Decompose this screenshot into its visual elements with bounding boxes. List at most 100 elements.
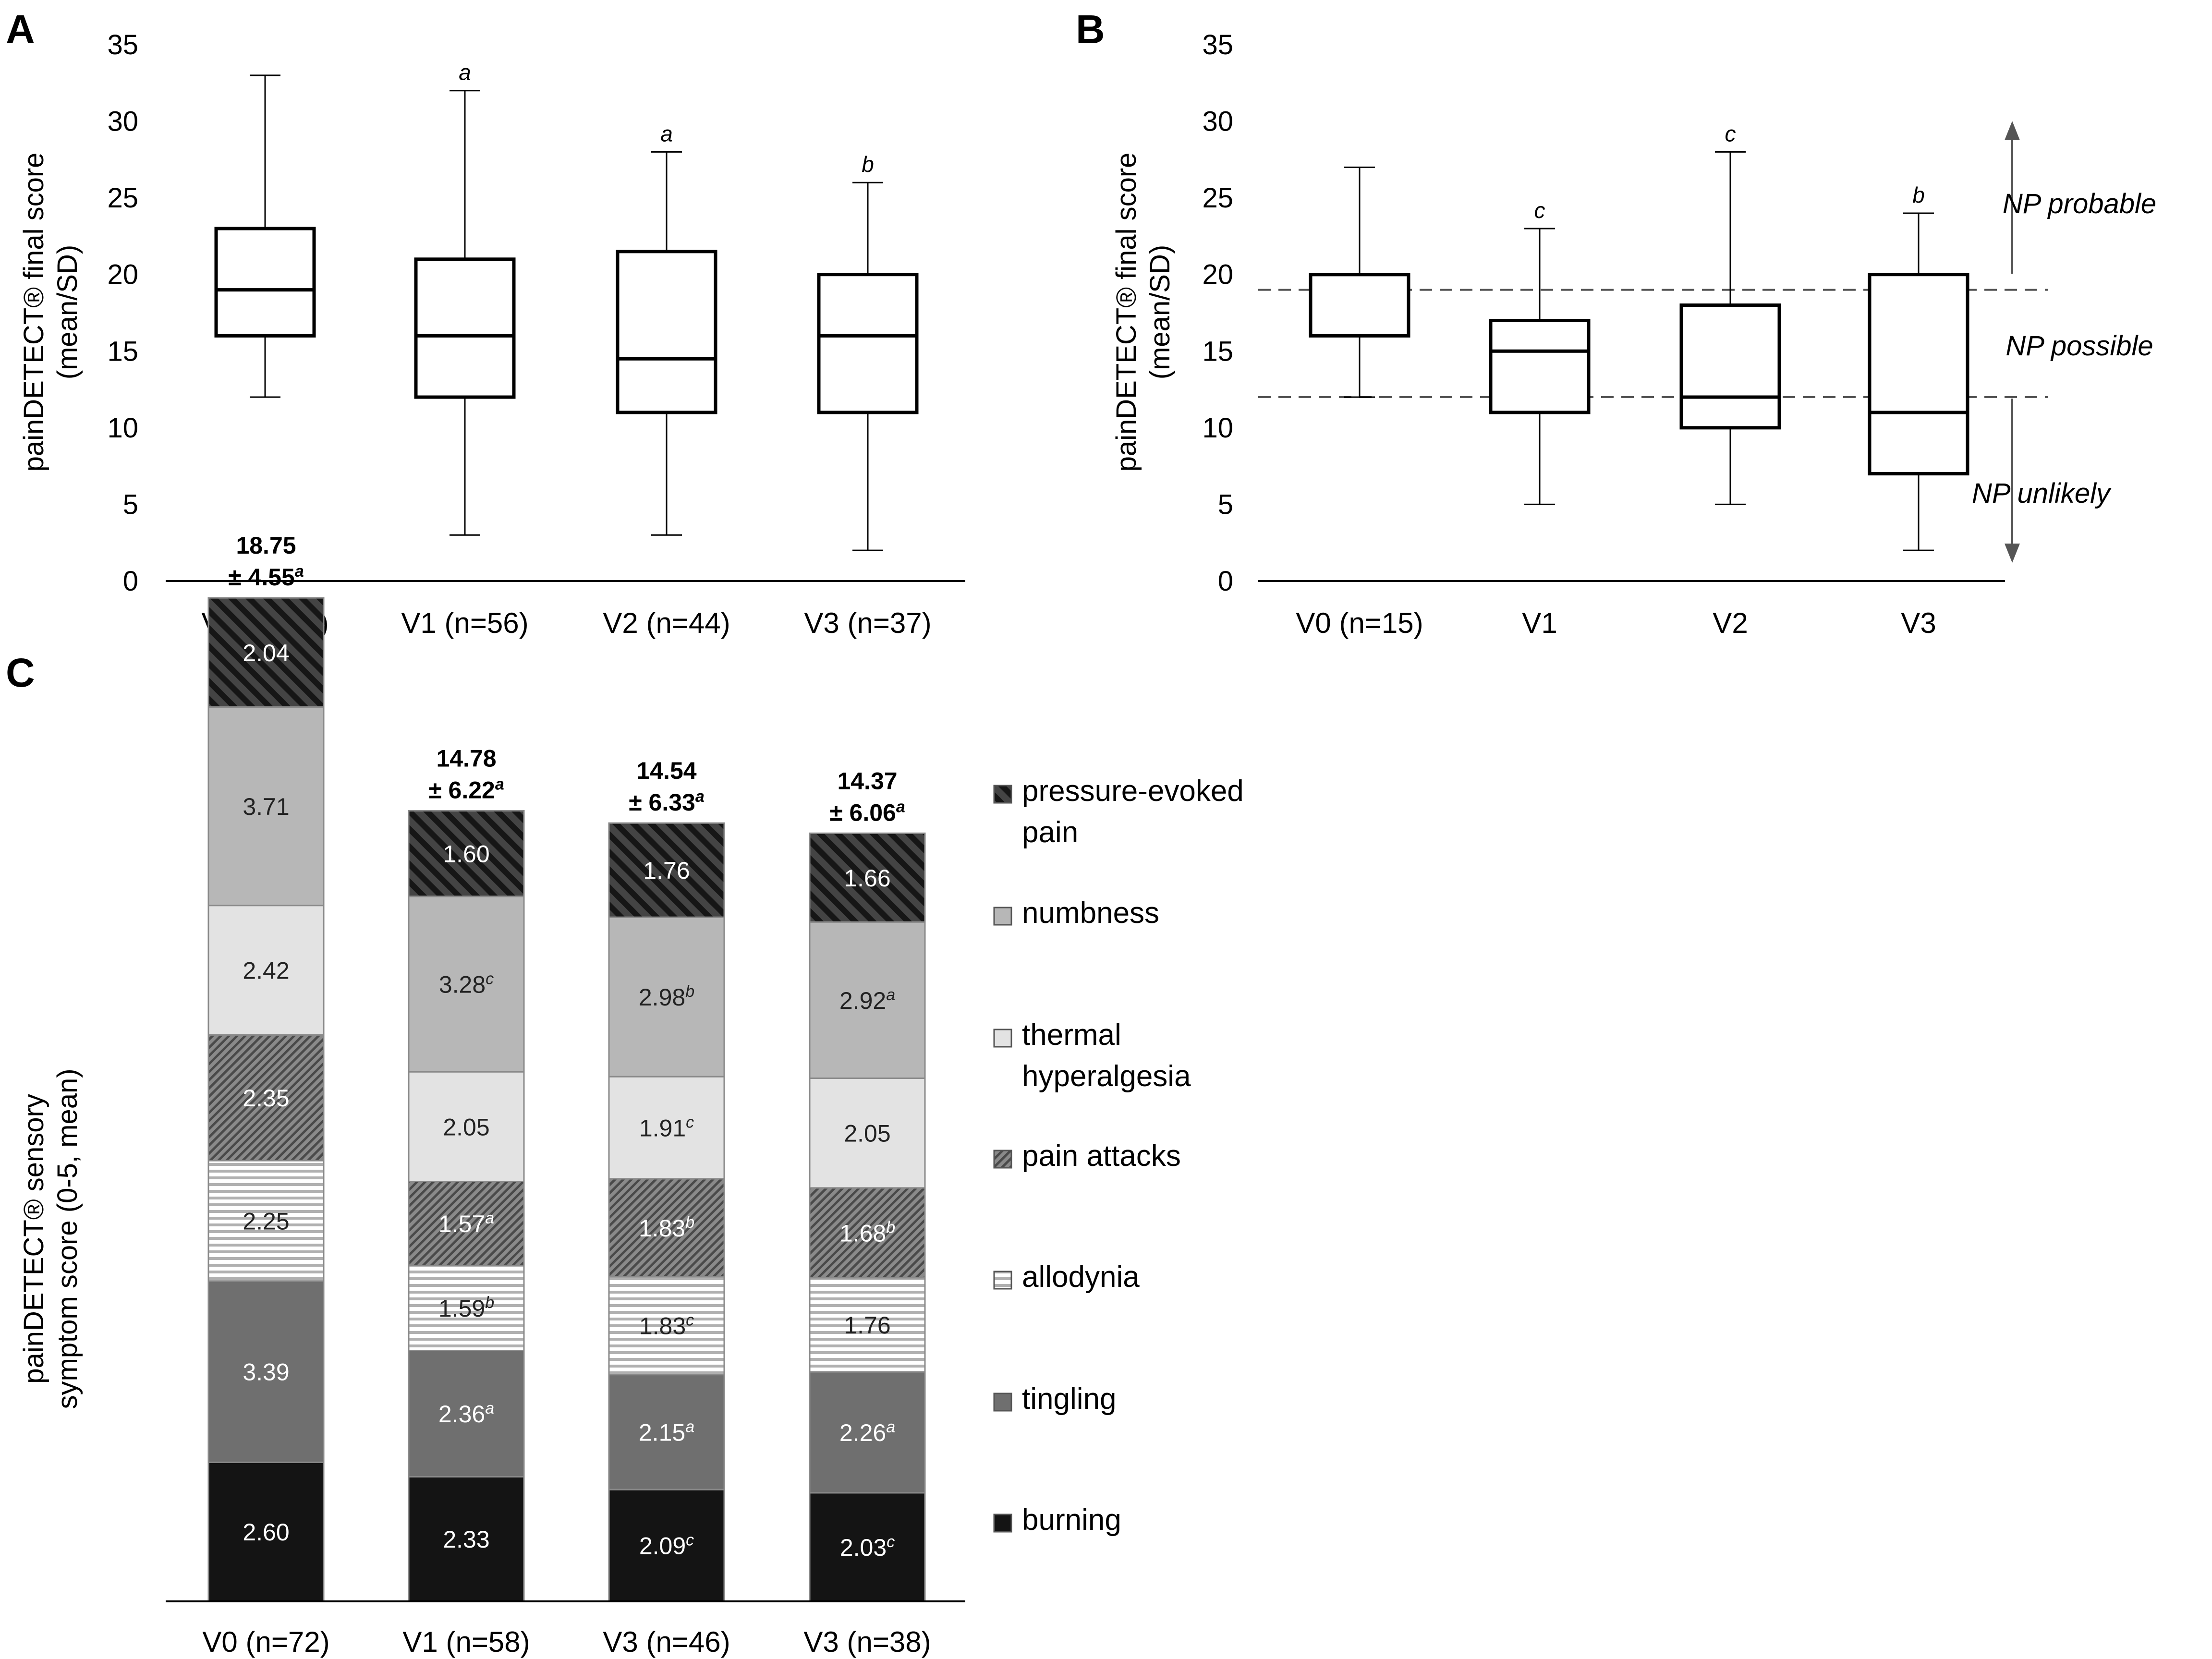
- segment-tingling: [207, 1280, 325, 1463]
- segment-tingling: [408, 1350, 525, 1477]
- segment-value-label: 1.83b: [639, 1213, 694, 1242]
- box-a-2: a: [616, 121, 717, 536]
- bar-total-label: 14.78: [436, 745, 496, 772]
- zone-label-unlikely: NP unlikely: [1972, 478, 2112, 509]
- box-iqr: [1868, 273, 1969, 476]
- segment-value-label: 2.09c: [639, 1531, 694, 1560]
- segment-thermal-hyperalgesia: [207, 905, 325, 1036]
- segment-allodynia: [809, 1277, 926, 1373]
- bar-total-label: 18.75: [236, 532, 296, 559]
- segment-value-label: 2.98b: [639, 982, 694, 1011]
- x-tick-label-b: V3: [1901, 607, 1936, 639]
- box-iqr: [414, 257, 516, 399]
- y-tick-label-a: 20: [107, 259, 138, 291]
- box-b-0: [1309, 166, 1410, 398]
- stacked-bar-0: 2.60 3.39 2.25 2.35 2.42 3.71 2.04 18.75 ± 4.55a: [207, 532, 325, 1602]
- y-axis-b: 0 5 10 15 20 25 30 35: [1202, 29, 1233, 597]
- significance-mark: c: [1534, 198, 1545, 223]
- legend-label-pressure-evoked-pain: pain: [1022, 816, 1078, 849]
- segment-value-label: 2.33: [443, 1526, 489, 1553]
- box-b-3: b: [1868, 182, 1969, 551]
- legend-swatch-tingling: [993, 1393, 1012, 1412]
- stacked-bar-1: 2.33 2.36a 1.59b 1.57a 2.05 3.28c 1.60 14.78 ± 6…: [408, 745, 525, 1602]
- segment-value-label: 2.04: [243, 640, 289, 666]
- box-a-1: a: [414, 60, 516, 536]
- segment-value-label: 1.66: [844, 865, 890, 892]
- y-axis-subtitle-b: (mean/SD): [1144, 245, 1176, 379]
- segment-pressure-evoked-pain: [207, 597, 325, 708]
- x-tick-label-b: V1: [1522, 607, 1557, 639]
- box-iqr: [1679, 303, 1781, 430]
- legend-swatch-allodynia: [993, 1271, 1012, 1290]
- y-tick-label-b: 5: [1218, 489, 1233, 520]
- legend-swatch-numbness: [993, 907, 1012, 926]
- box-iqr: [1309, 273, 1410, 338]
- segment-value-label: 2.35: [243, 1085, 289, 1112]
- legend-label-thermal-hyperalgesia: hyperalgesia: [1022, 1060, 1191, 1093]
- y-tick-label-b: 30: [1202, 106, 1233, 137]
- segment-value-label: 1.57a: [438, 1209, 494, 1237]
- legend-label-burning: burning: [1022, 1503, 1121, 1537]
- segment-value-label: 1.83c: [639, 1311, 694, 1340]
- box-a-3: b: [817, 152, 919, 551]
- legend-label-thermal-hyperalgesia: thermal: [1022, 1018, 1121, 1052]
- x-tick-label-a: V1 (n=56): [401, 607, 528, 639]
- legend-label-allodynia: allodynia: [1022, 1260, 1140, 1294]
- segment-value-label: 1.76: [643, 857, 690, 884]
- segment-value-label: 1.76: [844, 1312, 890, 1339]
- bar-total-sd-label: ± 6.22a: [428, 775, 504, 804]
- y-axis-title-c: painDETECT® sensory: [18, 1094, 49, 1384]
- legend: pressure-evoked pain numbness thermal hypera…: [993, 775, 1244, 1537]
- x-tick-label-c: V3 (n=38): [803, 1626, 931, 1658]
- segment-pain-attacks: [608, 1178, 725, 1278]
- legend-swatch-pain-attacks: [993, 1150, 1012, 1169]
- segment-burning: [408, 1476, 525, 1602]
- significance-mark: b: [1912, 182, 1925, 207]
- segment-pain-attacks: [207, 1034, 325, 1162]
- legend-swatch-pressure-evoked-pain: [993, 785, 1012, 804]
- y-tick-label-b: 0: [1218, 566, 1233, 597]
- y-tick-label-a: 10: [107, 412, 138, 444]
- segment-value-label: 2.36a: [438, 1399, 494, 1428]
- significance-mark: c: [1725, 121, 1736, 146]
- legend-label-pain-attacks: pain attacks: [1022, 1139, 1181, 1173]
- segment-value-label: 2.26a: [839, 1418, 895, 1446]
- box-plot-b: 0 5 10 15 20 25 30 35 c c b V0 (n=15) V1 V2 V3 painD…: [1111, 29, 2156, 639]
- significance-mark: a: [459, 60, 471, 85]
- segment-pressure-evoked-pain: [809, 832, 926, 923]
- segment-value-label: 2.60: [243, 1519, 289, 1546]
- y-tick-label-a: 35: [107, 29, 138, 61]
- segment-numbness: [809, 921, 926, 1079]
- bar-total-sd-label: ± 6.06a: [829, 798, 905, 826]
- segment-value-label: 2.05: [443, 1114, 489, 1140]
- significance-mark: b: [862, 152, 874, 177]
- y-tick-label-a: 15: [107, 336, 138, 367]
- x-tick-label-c: V0 (n=72): [202, 1626, 329, 1658]
- segment-burning: [207, 1461, 325, 1602]
- legend-label-tingling: tingling: [1022, 1382, 1116, 1416]
- x-tick-label-a: V2 (n=44): [603, 607, 730, 639]
- segment-value-label: 2.92a: [839, 986, 895, 1014]
- box-b-1: c: [1489, 198, 1591, 505]
- x-tick-label-b: V2: [1713, 607, 1748, 639]
- segment-value-label: 3.39: [243, 1359, 289, 1386]
- box-iqr: [616, 250, 717, 414]
- y-tick-label-a: 5: [123, 489, 138, 520]
- segment-allodynia: [408, 1264, 525, 1352]
- segment-value-label: 1.60: [443, 841, 489, 868]
- x-tick-label-c: V1 (n=58): [402, 1626, 530, 1658]
- y-axis-title-a: painDETECT® final score: [18, 153, 49, 472]
- stacked-bar-chart-c: 2.60 3.39 2.25 2.35 2.42 3.71 2.04 18.75 ± 4.55a…: [18, 532, 1244, 1658]
- panel-label-c: C: [6, 650, 35, 695]
- x-tick-label-a: V3 (n=37): [804, 607, 931, 639]
- panel-label-a: A: [6, 7, 35, 52]
- segment-burning: [608, 1489, 725, 1602]
- segment-allodynia: [608, 1276, 725, 1376]
- segment-value-label: 2.15a: [639, 1417, 694, 1446]
- y-axis-subtitle-a: (mean/SD): [52, 245, 83, 379]
- segment-value-label: 1.68b: [839, 1218, 895, 1247]
- y-tick-label-b: 10: [1202, 412, 1233, 444]
- y-tick-label-a: 0: [123, 566, 138, 597]
